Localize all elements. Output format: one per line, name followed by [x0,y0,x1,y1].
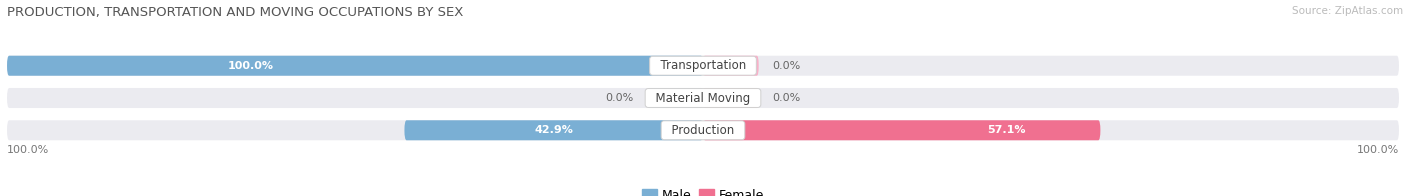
Text: Production: Production [664,124,742,137]
Legend: Male, Female: Male, Female [637,184,769,196]
Text: 100.0%: 100.0% [1357,145,1399,155]
Text: 100.0%: 100.0% [228,61,274,71]
FancyBboxPatch shape [7,120,1399,140]
Text: 0.0%: 0.0% [773,93,801,103]
FancyBboxPatch shape [7,56,1399,76]
Text: Source: ZipAtlas.com: Source: ZipAtlas.com [1292,6,1403,16]
Text: 42.9%: 42.9% [534,125,574,135]
Text: Transportation: Transportation [652,59,754,72]
FancyBboxPatch shape [7,88,1399,108]
Text: Material Moving: Material Moving [648,92,758,104]
Text: 100.0%: 100.0% [7,145,49,155]
FancyBboxPatch shape [703,120,1101,140]
Text: PRODUCTION, TRANSPORTATION AND MOVING OCCUPATIONS BY SEX: PRODUCTION, TRANSPORTATION AND MOVING OC… [7,6,464,19]
Text: 57.1%: 57.1% [987,125,1025,135]
FancyBboxPatch shape [703,88,759,108]
Text: 0.0%: 0.0% [773,61,801,71]
FancyBboxPatch shape [405,120,703,140]
FancyBboxPatch shape [647,88,703,108]
FancyBboxPatch shape [7,56,703,76]
FancyBboxPatch shape [703,56,759,76]
Text: 0.0%: 0.0% [605,93,633,103]
